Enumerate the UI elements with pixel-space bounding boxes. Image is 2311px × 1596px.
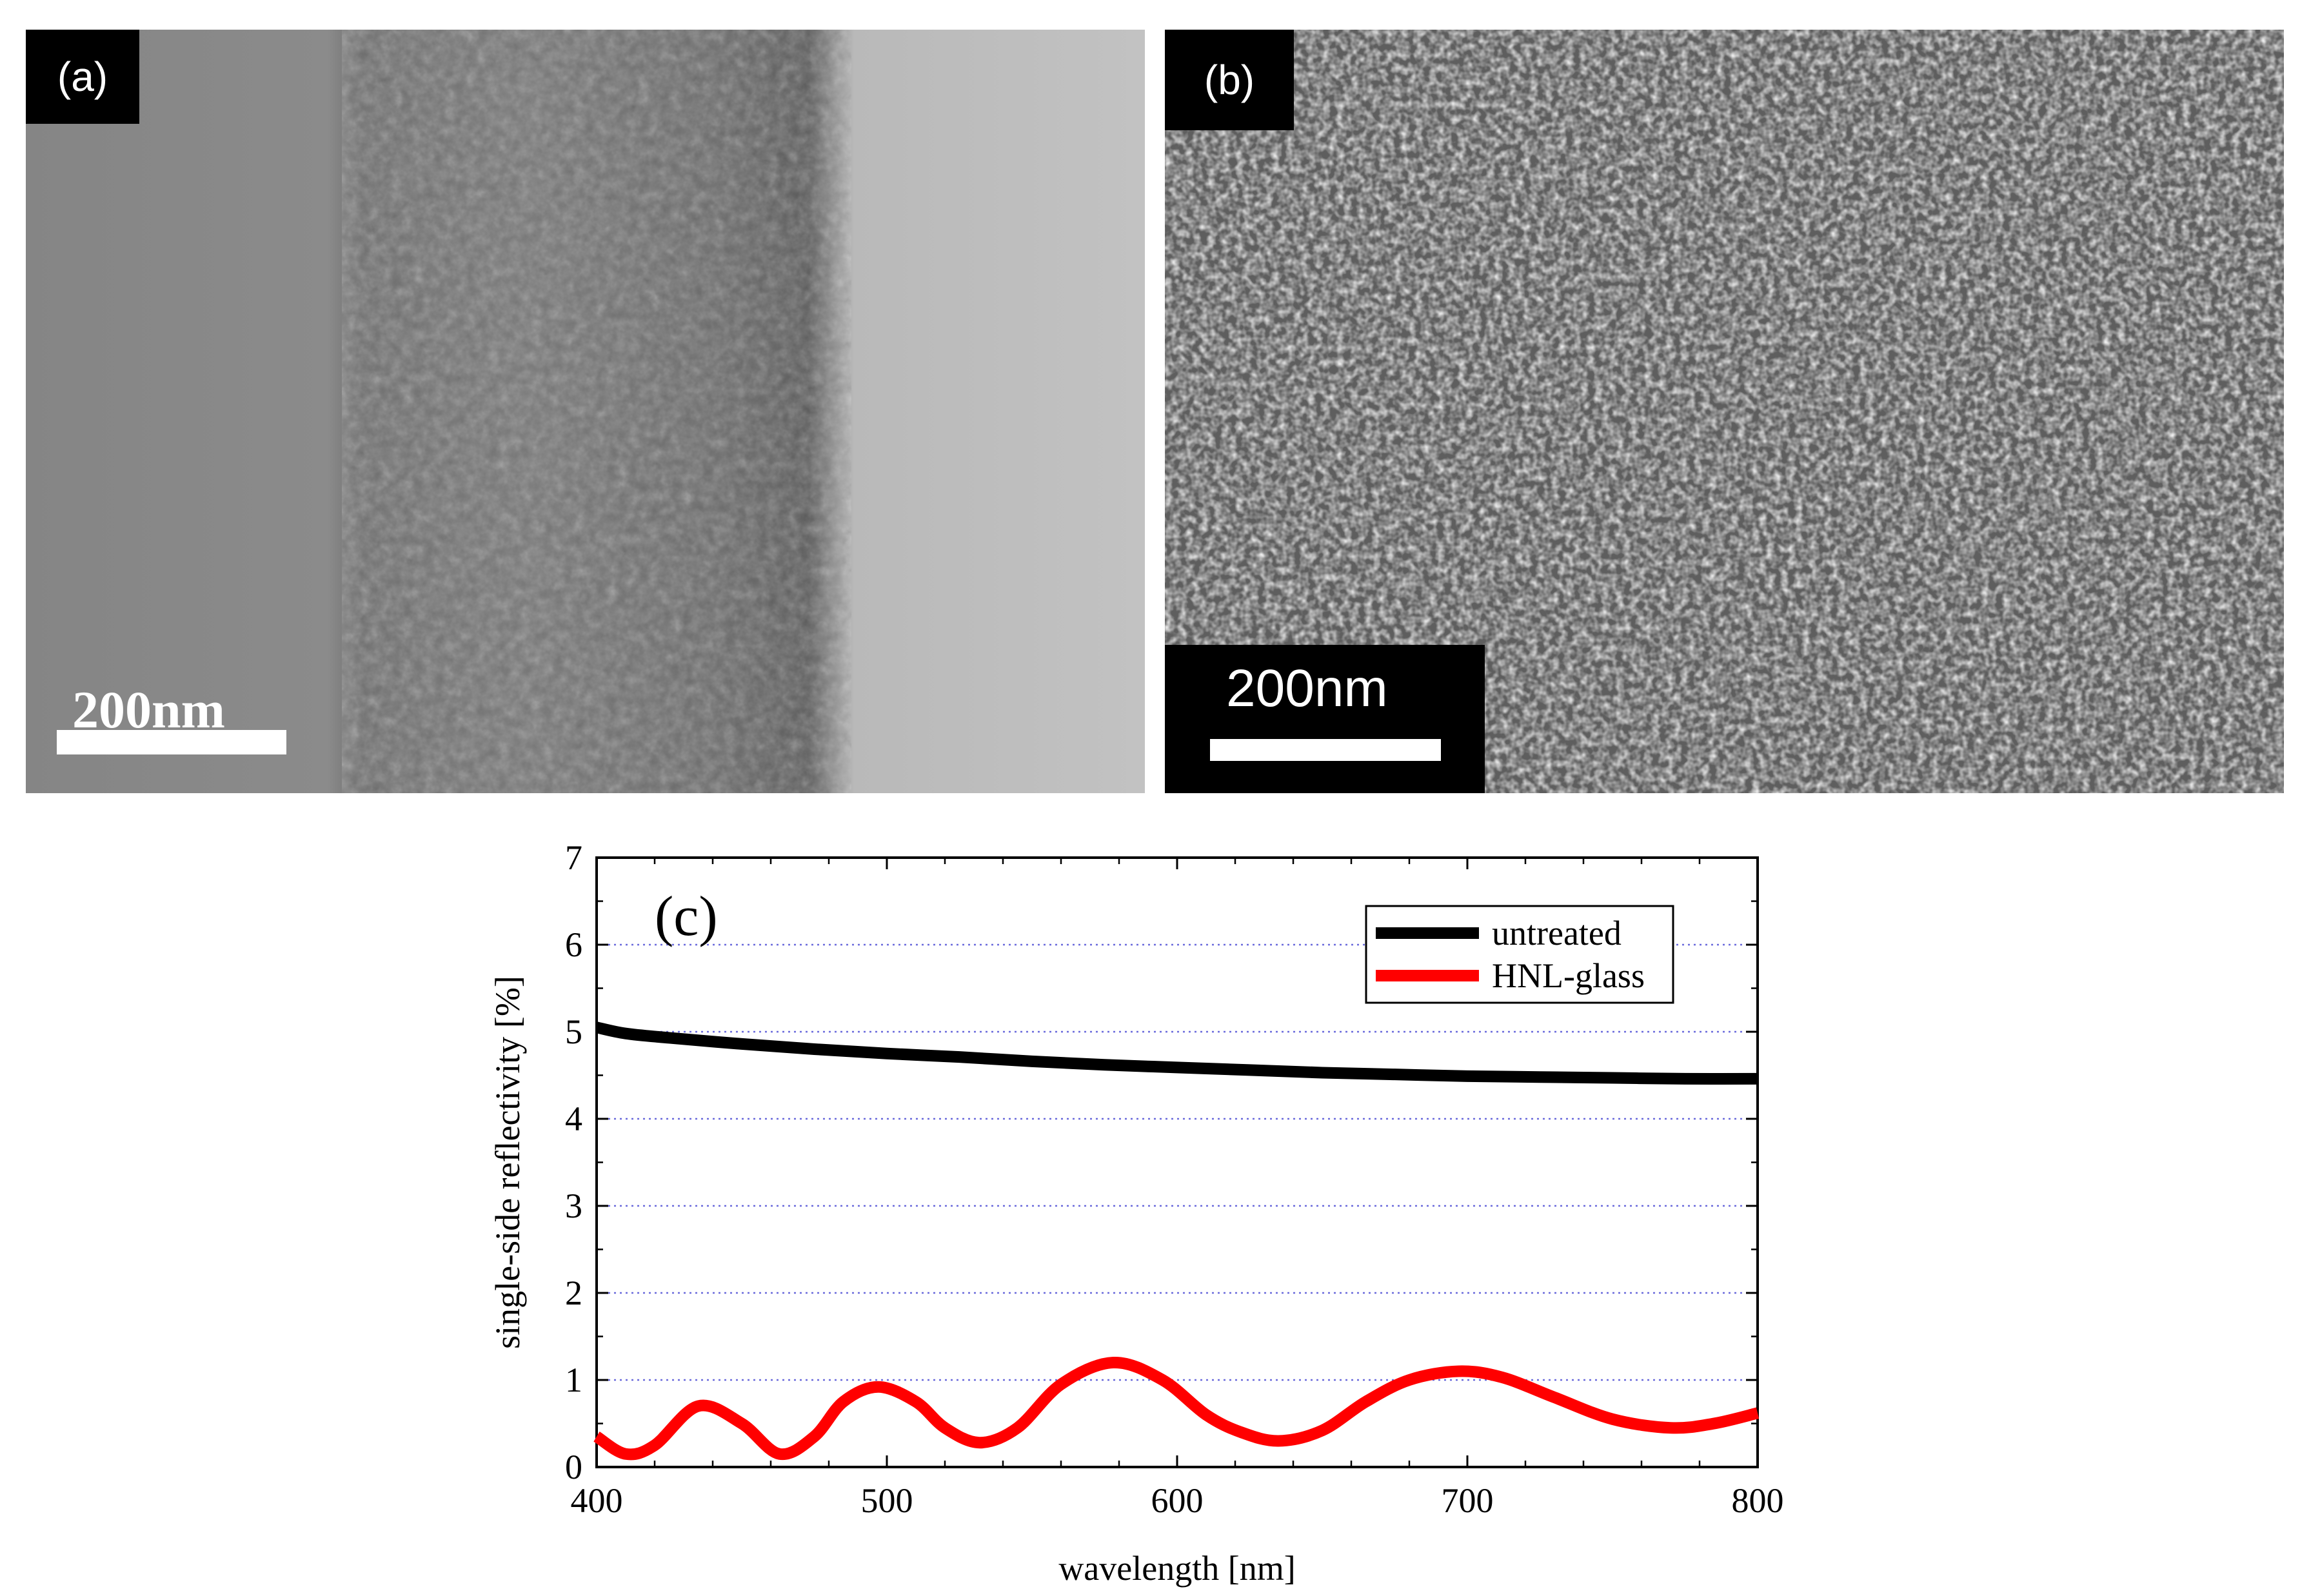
y-tick-label: 4: [565, 1099, 582, 1138]
y-tick-label: 5: [565, 1012, 582, 1051]
sem-image-cross-section: (a) 200nm: [26, 30, 1145, 793]
sem-image-top-view: (b) 200nm: [1165, 30, 2284, 793]
x-tick-label: 800: [1732, 1481, 1784, 1520]
series-lines: [593, 1021, 1760, 1461]
scale-bar-b: [1210, 739, 1441, 761]
legend: untreated HNL-glass: [1365, 905, 1674, 1004]
y-tick-label: 6: [565, 925, 582, 964]
y-tick-label: 1: [565, 1361, 582, 1399]
panel-label-b: (b): [1165, 30, 1294, 130]
y-tick-label: 2: [565, 1274, 582, 1312]
legend-box: [1365, 905, 1674, 1004]
y-tick-label: 3: [565, 1187, 582, 1225]
panel-label-a: (a): [26, 30, 139, 124]
x-tick-label: 400: [571, 1481, 623, 1520]
scale-bar-background-b: [1165, 645, 1485, 793]
x-tick-label: 500: [861, 1481, 913, 1520]
x-axis-label: wavelength [nm]: [1058, 1549, 1295, 1588]
x-tick-label: 600: [1151, 1481, 1204, 1520]
series-line-untreated: [595, 1021, 1758, 1085]
legend-label-untreated: untreated: [1492, 914, 1622, 952]
y-tick-label: 7: [565, 838, 582, 877]
x-tick-label: 700: [1442, 1481, 1494, 1520]
scale-bar-a: [57, 730, 286, 754]
panel-label-c: (c): [655, 885, 718, 948]
porous-layer-texture: [342, 30, 851, 793]
legend-label-hnl-glass: HNL-glass: [1492, 956, 1645, 995]
series-line-hnl-glass: [593, 1356, 1760, 1461]
axis-ticks: 0 1 2 3 4 5 6 7 400 500 600 700 800: [565, 838, 1784, 1520]
scale-bar-label-b: 200nm: [1226, 659, 1388, 718]
scale-bar-label-a: 200nm: [72, 680, 225, 739]
y-axis-label: single-side reflectivity [%]: [488, 976, 527, 1349]
y-tick-label: 0: [565, 1448, 582, 1486]
grid-lines: [597, 943, 1758, 1381]
